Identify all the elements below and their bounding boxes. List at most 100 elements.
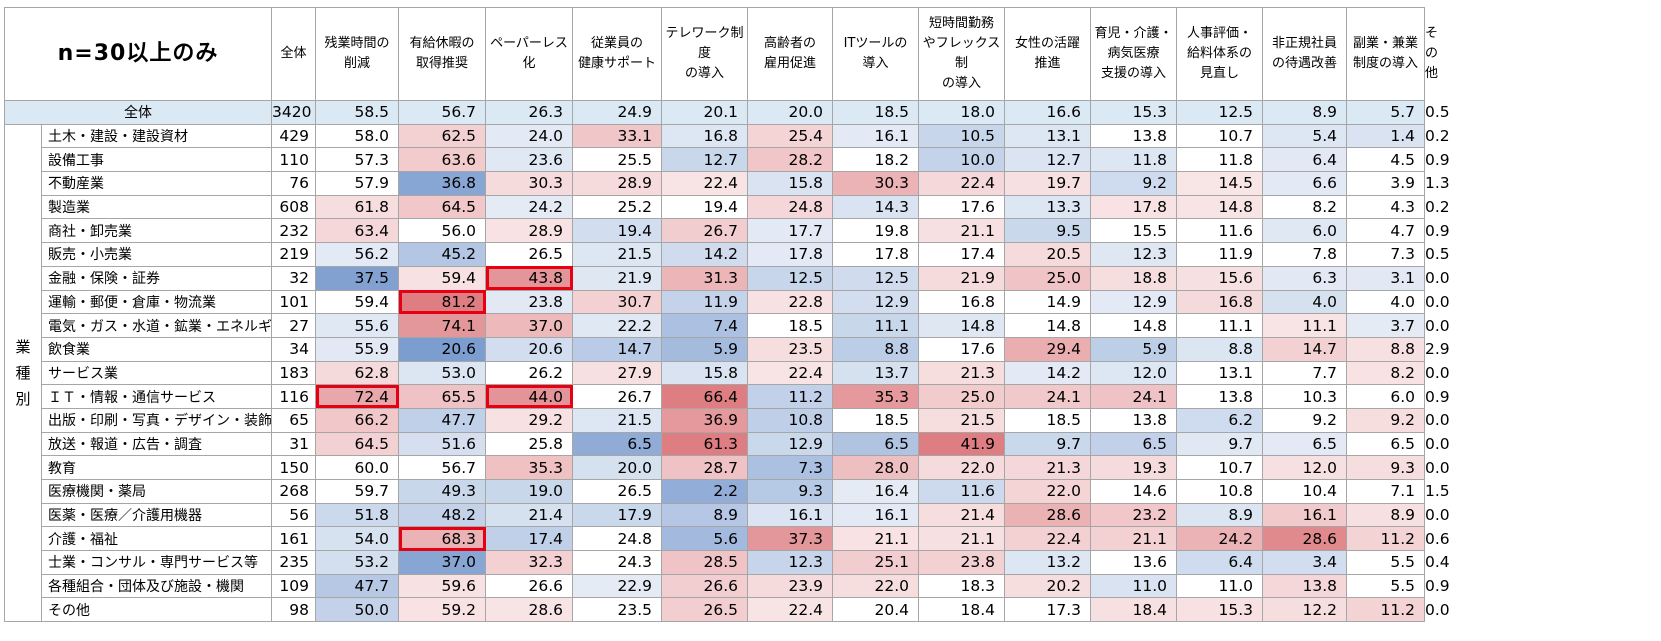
data-cell: 59.7: [315, 479, 399, 504]
data-cell: 21.9: [572, 265, 662, 291]
data-cell: 28.5: [661, 550, 748, 575]
data-cell: 45.2: [398, 242, 486, 267]
row-label: 運輸・郵便・倉庫・物流業: [41, 289, 272, 315]
table-row: 医療機関・薬局 268 59.7 49.3 19.0 26.5 2.2 9.3 16.4 11.6…: [5, 479, 1450, 504]
data-cell: 5.9: [1090, 336, 1177, 362]
data-cell: 4.3: [1346, 194, 1425, 220]
data-cell: 22.4: [1004, 526, 1091, 552]
data-cell: 19.4: [572, 218, 662, 244]
data-cell: 17.9: [572, 502, 662, 528]
data-cell: 6.5: [1090, 431, 1177, 457]
total-cell: 16.6: [1004, 100, 1091, 125]
data-cell: 17.8: [747, 242, 833, 267]
data-cell: 19.0: [485, 479, 573, 504]
data-cell: 12.2: [1262, 597, 1347, 623]
data-cell: 6.5: [572, 431, 662, 457]
data-cell: 21.9: [918, 265, 1005, 291]
column-header: 人事評価・ 給料体系の 見直し: [1176, 7, 1263, 101]
data-cell: 18.5: [1004, 407, 1091, 433]
data-cell: 21.5: [572, 407, 662, 433]
data-cell: 18.4: [918, 597, 1005, 623]
data-cell: 12.3: [1090, 242, 1177, 267]
total-cell: 20.1: [661, 100, 748, 125]
data-cell: 11.0: [1176, 573, 1263, 599]
data-cell: 36.9: [661, 407, 748, 433]
data-cell: 10.7: [1176, 123, 1263, 149]
total-cell: 24.9: [572, 100, 662, 125]
row-n: 235: [271, 550, 316, 575]
data-cell: 6.5: [1262, 431, 1347, 457]
data-cell: 5.5: [1346, 550, 1425, 575]
data-cell: 8.2: [1262, 194, 1347, 220]
data-cell: 3.4: [1262, 550, 1347, 575]
row-n: 183: [271, 360, 316, 386]
data-cell: 10.3: [1262, 384, 1347, 409]
data-cell: 12.5: [747, 265, 833, 291]
data-cell: 22.4: [747, 360, 833, 386]
data-cell: 3.7: [1346, 313, 1425, 338]
data-cell: 17.8: [1090, 194, 1177, 220]
data-cell: 7.1: [1346, 479, 1425, 504]
table-row: 介護・福祉 161 54.0 68.3 17.4 24.8 5.6 37.3 21.1 21.1 2…: [5, 526, 1450, 552]
data-cell: 13.2: [1004, 550, 1091, 575]
data-cell: 13.8: [1090, 123, 1177, 149]
data-cell: 74.1: [398, 313, 486, 338]
data-cell: 26.7: [661, 218, 748, 244]
data-cell: 37.0: [485, 313, 573, 338]
table-row: ＩＴ・情報・通信サービス 116 72.4 65.5 44.0 26.7 66.4 11.2 3…: [5, 384, 1450, 409]
data-cell: 62.8: [315, 360, 399, 386]
data-cell: 21.4: [918, 502, 1005, 528]
data-cell: 62.5: [398, 123, 486, 149]
data-cell: 22.0: [1004, 479, 1091, 504]
data-cell: 11.1: [1176, 313, 1263, 338]
data-cell: 26.7: [572, 384, 662, 409]
data-cell: 23.6: [485, 147, 573, 173]
data-cell: 13.8: [1090, 407, 1177, 433]
data-cell: 35.3: [485, 455, 573, 480]
data-cell: 8.8: [1176, 336, 1263, 362]
column-header: 従業員の 健康サポート: [572, 7, 662, 101]
row-label: 士業・コンサル・専門サービス等: [41, 550, 272, 575]
row-n: 101: [271, 289, 316, 315]
data-cell: 14.5: [1176, 171, 1263, 196]
table-row: 医薬・医療／介護用機器 56 51.8 48.2 21.4 17.9 8.9 16.1 16.1…: [5, 502, 1450, 528]
data-cell: 12.5: [832, 265, 919, 291]
data-cell: 17.8: [832, 242, 919, 267]
data-cell: 22.4: [661, 171, 748, 196]
data-cell: 23.5: [572, 597, 662, 623]
data-cell: 37.3: [747, 526, 833, 552]
table-row: 各種組合・団体及び施設・機関 109 47.7 59.6 26.6 22.9 26.6 23.…: [5, 573, 1450, 599]
row-label: 土木・建設・建設資材: [41, 123, 272, 149]
data-cell: 59.4: [398, 265, 486, 291]
data-cell: 19.4: [661, 194, 748, 220]
data-cell: 22.8: [747, 289, 833, 315]
data-cell: 15.8: [661, 360, 748, 386]
row-label: 教育: [41, 455, 272, 480]
data-cell: 28.6: [1004, 502, 1091, 528]
data-cell: 12.0: [1262, 455, 1347, 480]
row-n: 232: [271, 218, 316, 244]
data-cell: 47.7: [398, 407, 486, 433]
data-cell: 6.4: [1176, 550, 1263, 575]
table-row: 金融・保険・証券 32 37.5 59.4 43.8 21.9 31.3 12.5 12.5 21…: [5, 265, 1450, 291]
data-table: n=30以上のみ 全体 残業時間の 削減 有給休暇の 取得推奨 ペーパーレス 化従業員…: [4, 7, 1450, 623]
total-cell: 26.3: [485, 100, 573, 125]
data-cell: 68.3: [398, 526, 486, 552]
data-cell: 6.2: [1176, 407, 1263, 433]
data-cell: 8.9: [661, 502, 748, 528]
data-cell: 6.5: [832, 431, 919, 457]
column-header: 高齢者の 雇用促進: [747, 7, 833, 101]
data-cell: 23.8: [918, 550, 1005, 575]
data-cell: 6.0: [1262, 218, 1347, 244]
data-cell: 6.3: [1262, 265, 1347, 291]
data-cell: 13.1: [1004, 123, 1091, 149]
data-cell: 6.5: [1346, 431, 1425, 457]
data-cell: 26.6: [485, 573, 573, 599]
data-cell: 58.0: [315, 123, 399, 149]
data-cell: 15.5: [1090, 218, 1177, 244]
row-label: 商社・卸売業: [41, 218, 272, 244]
data-cell: 9.3: [1346, 455, 1425, 480]
data-cell: 59.4: [315, 289, 399, 315]
data-cell: 50.0: [315, 597, 399, 623]
row-label: 放送・報道・広告・調査: [41, 431, 272, 457]
